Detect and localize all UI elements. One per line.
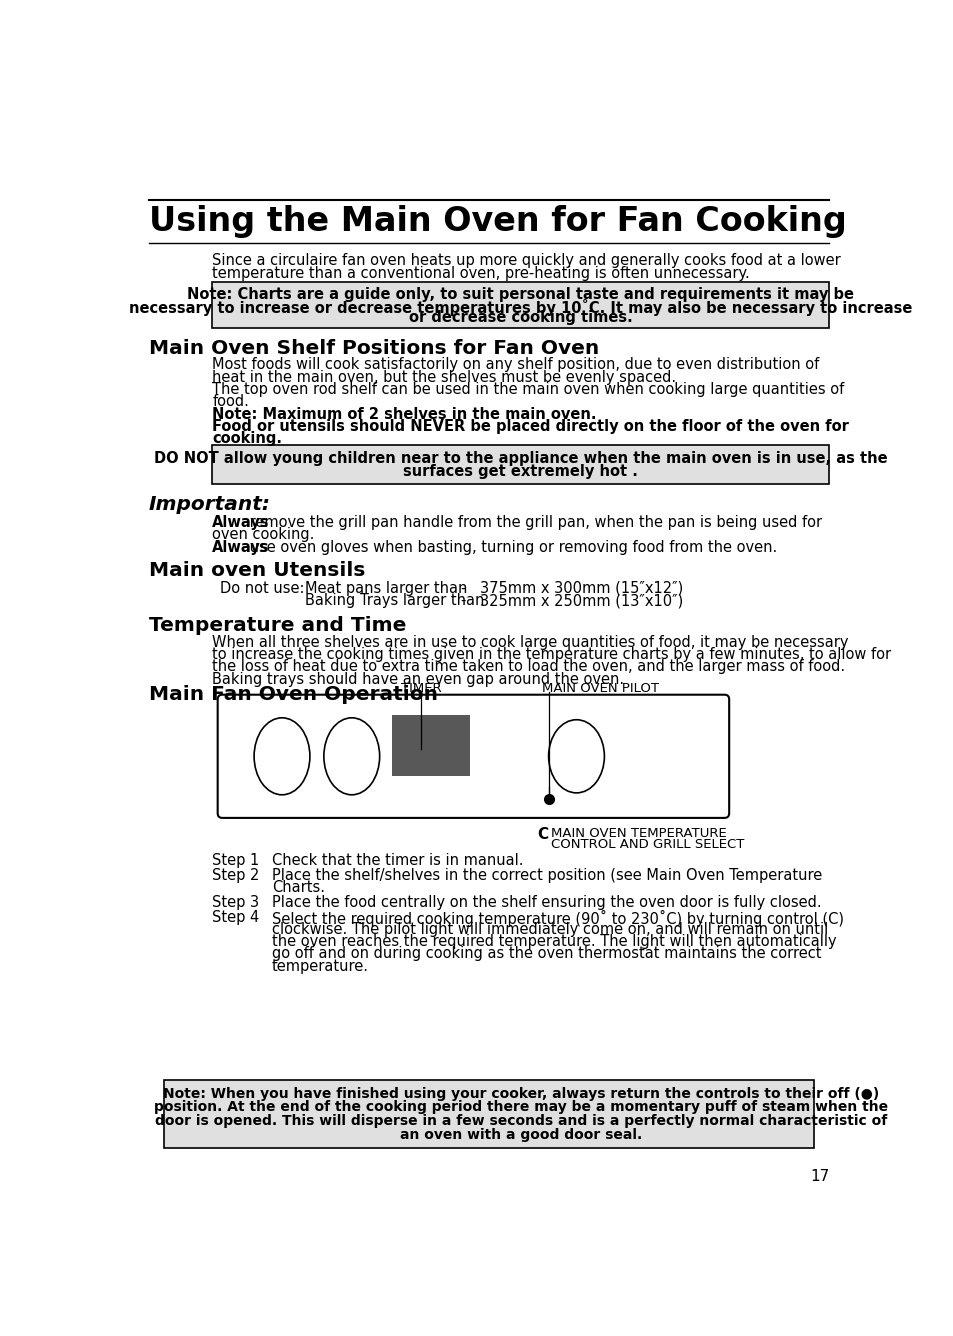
Text: Step 2: Step 2 (212, 868, 259, 883)
Text: use oven gloves when basting, turning or removing food from the oven.: use oven gloves when basting, turning or… (245, 540, 777, 554)
Text: Food or utensils should NEVER be placed directly on the floor of the oven for: Food or utensils should NEVER be placed … (212, 420, 848, 434)
Text: Always: Always (212, 514, 270, 529)
Text: Meat pans larger than: Meat pans larger than (305, 581, 467, 596)
Text: Step 3: Step 3 (212, 895, 259, 910)
Text: cooking.: cooking. (212, 432, 282, 446)
Text: Charts.: Charts. (272, 880, 325, 895)
Text: DO NOT allow young children near to the appliance when the main oven is in use, : DO NOT allow young children near to the … (153, 452, 886, 466)
Text: the oven reaches the required temperature. The light will then automatically: the oven reaches the required temperatur… (272, 934, 836, 949)
Text: -: - (459, 593, 465, 608)
Text: oven cooking.: oven cooking. (212, 526, 314, 542)
Text: 325mm x 250mm (13″x10″): 325mm x 250mm (13″x10″) (479, 593, 682, 608)
Text: Place the food centrally on the shelf ensuring the oven door is fully closed.: Place the food centrally on the shelf en… (272, 895, 821, 910)
Text: food.: food. (212, 394, 249, 409)
Text: temperature than a conventional oven, pre-heating is often unnecessary.: temperature than a conventional oven, pr… (212, 266, 749, 281)
Text: go off and on during cooking as the oven thermostat maintains the correct: go off and on during cooking as the oven… (272, 946, 821, 962)
Text: 17: 17 (809, 1169, 828, 1184)
Text: Step 1: Step 1 (212, 854, 259, 868)
Text: Important:: Important: (149, 494, 271, 513)
FancyBboxPatch shape (164, 1081, 813, 1148)
FancyBboxPatch shape (212, 445, 828, 484)
Text: Check that the timer is in manual.: Check that the timer is in manual. (272, 854, 523, 868)
Text: to increase the cooking times given in the temperature charts by a few minutes, : to increase the cooking times given in t… (212, 647, 890, 661)
Text: Baking Trays larger than: Baking Trays larger than (305, 593, 484, 608)
Text: Note: Charts are a guide only, to suit personal taste and requirements it may be: Note: Charts are a guide only, to suit p… (187, 287, 853, 302)
Text: Main Fan Oven Operation: Main Fan Oven Operation (149, 685, 437, 704)
Text: remove the grill pan handle from the grill pan, when the pan is being used for: remove the grill pan handle from the gri… (245, 514, 821, 529)
FancyBboxPatch shape (217, 695, 728, 818)
Text: When all three shelves are in use to cook large quantities of food, it may be ne: When all three shelves are in use to coo… (212, 635, 848, 649)
Text: necessary to increase or decrease temperatures by 10˚C. It may also be necessary: necessary to increase or decrease temper… (129, 299, 911, 315)
Text: or decrease cooking times.: or decrease cooking times. (409, 310, 632, 326)
FancyBboxPatch shape (212, 282, 828, 329)
Text: Baking trays should have an even gap around the oven.: Baking trays should have an even gap aro… (212, 672, 623, 687)
Text: Since a circulaire fan oven heats up more quickly and generally cooks food at a : Since a circulaire fan oven heats up mor… (212, 253, 841, 267)
Bar (392, 715, 469, 776)
Text: Main Oven Shelf Positions for Fan Oven: Main Oven Shelf Positions for Fan Oven (149, 339, 598, 358)
Text: The top oven rod shelf can be used in the main oven when cooking large quantitie: The top oven rod shelf can be used in th… (212, 382, 843, 397)
Text: position. At the end of the cooking period there may be a momentary puff of stea: position. At the end of the cooking peri… (153, 1101, 887, 1114)
Text: the loss of heat due to extra time taken to load the oven, and the larger mass o: the loss of heat due to extra time taken… (212, 659, 844, 675)
Text: 375mm x 300mm (15″x12″): 375mm x 300mm (15″x12″) (479, 581, 682, 596)
Text: TIMER: TIMER (401, 683, 441, 695)
Text: MAIN OVEN PILOT: MAIN OVEN PILOT (541, 683, 658, 695)
Text: temperature.: temperature. (272, 959, 369, 974)
Text: Always: Always (212, 540, 270, 554)
Text: door is opened. This will disperse in a few seconds and is a perfectly normal ch: door is opened. This will disperse in a … (154, 1114, 886, 1129)
Text: MAIN OVEN TEMPERATURE: MAIN OVEN TEMPERATURE (550, 827, 726, 840)
Text: Note: When you have finished using your cooker, always return the controls to th: Note: When you have finished using your … (162, 1086, 878, 1101)
Text: Main oven Utensils: Main oven Utensils (149, 561, 365, 580)
Text: surfaces get extremely hot .: surfaces get extremely hot . (403, 464, 638, 478)
Text: C: C (537, 827, 548, 842)
Text: CONTROL AND GRILL SELECT: CONTROL AND GRILL SELECT (550, 838, 743, 851)
Text: Most foods will cook satisfactorily on any shelf position, due to even distribut: Most foods will cook satisfactorily on a… (212, 358, 819, 373)
Text: clockwise. The pilot light will immediately come on, and will remain on until: clockwise. The pilot light will immediat… (272, 922, 827, 937)
Text: Select the required cooking temperature (90˚ to 230˚C) by turning control (C): Select the required cooking temperature … (272, 910, 843, 927)
Text: Place the shelf/shelves in the correct position (see Main Oven Temperature: Place the shelf/shelves in the correct p… (272, 868, 821, 883)
Text: -: - (459, 581, 465, 596)
Text: Temperature and Time: Temperature and Time (149, 616, 406, 635)
Text: Note: Maximum of 2 shelves in the main oven.: Note: Maximum of 2 shelves in the main o… (212, 406, 597, 422)
Text: Do not use:: Do not use: (220, 581, 304, 596)
Text: Step 4: Step 4 (212, 910, 259, 925)
Text: heat in the main oven, but the shelves must be evenly spaced.: heat in the main oven, but the shelves m… (212, 370, 676, 385)
Text: an oven with a good door seal.: an oven with a good door seal. (399, 1128, 641, 1142)
Text: Using the Main Oven for Fan Cooking: Using the Main Oven for Fan Cooking (149, 204, 845, 238)
